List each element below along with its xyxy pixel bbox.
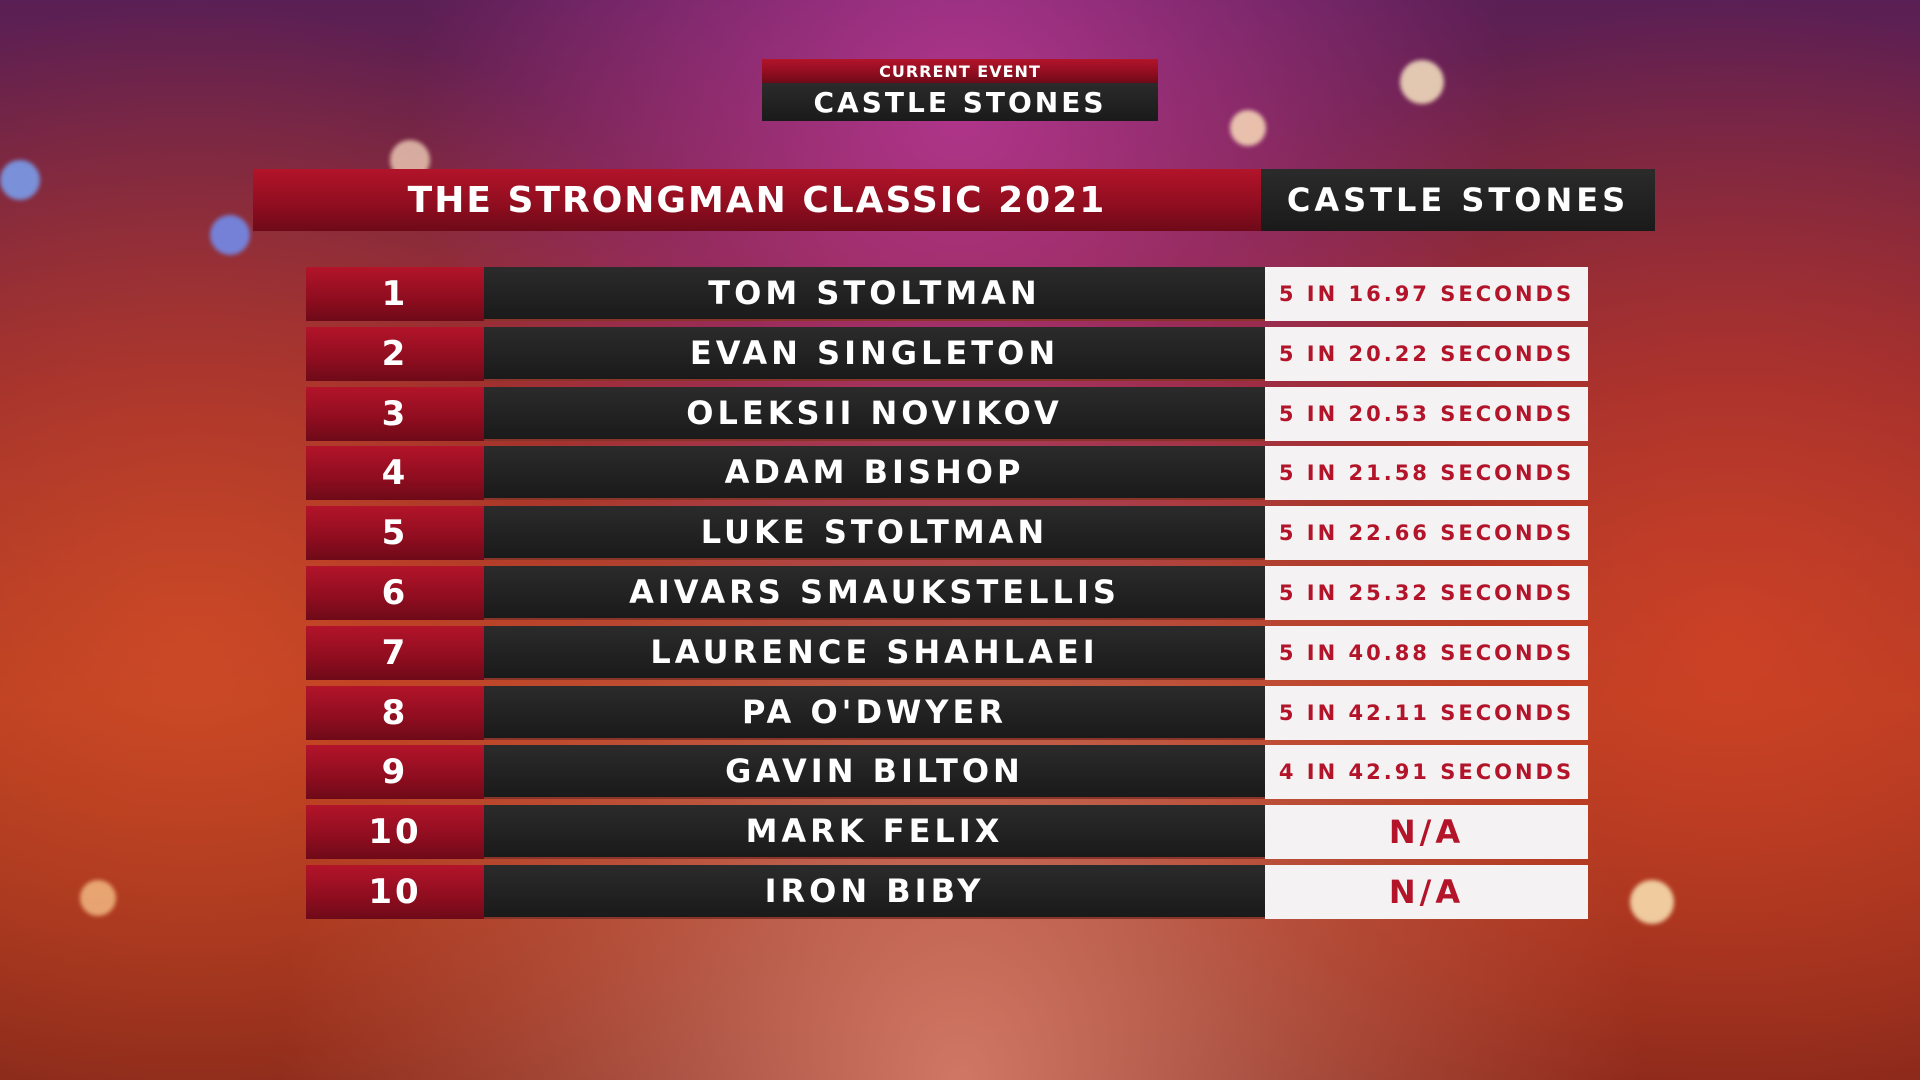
table-event: CASTLE STONES [1261,169,1655,231]
name-cell: ADAM BISHOP [484,446,1265,501]
name-cell: IRON BIBY [484,865,1265,919]
result-cell: 5 IN 16.97 SECONDS [1265,267,1588,321]
name-cell: LUKE STOLTMAN [484,506,1265,561]
result-cell: 5 IN 40.88 SECONDS [1265,625,1588,680]
rank-cell: 2 [306,326,484,381]
result-cell: 4 IN 42.91 SECONDS [1265,745,1588,800]
bokeh [0,160,40,200]
result-cell: 5 IN 20.53 SECONDS [1265,386,1588,441]
bokeh [1230,110,1266,146]
name-cell: TOM STOLTMAN [484,267,1265,321]
name-cell: EVAN SINGLETON [484,326,1265,381]
rank-cell: 3 [306,386,484,441]
result-cell: 5 IN 22.66 SECONDS [1265,506,1588,561]
current-event-label: CURRENT EVENT [762,59,1158,83]
rank-cell: 1 [306,267,484,321]
result-cell: 5 IN 20.22 SECONDS [1265,326,1588,381]
rank-cell: 8 [306,685,484,740]
bokeh [1630,880,1674,924]
bokeh [1400,60,1444,104]
rank-cell: 9 [306,745,484,800]
table-title: THE STRONGMAN CLASSIC 2021 [253,169,1261,231]
rank-cell: 4 [306,446,484,501]
name-cell: OLEKSII NOVIKOV [484,386,1265,441]
result-cell: 5 IN 25.32 SECONDS [1265,566,1588,620]
rank-cell: 10 [306,865,484,919]
name-cell: LAURENCE SHAHLAEI [484,625,1265,680]
bokeh [80,880,116,916]
result-cell: N/A [1265,805,1588,860]
rank-cell: 5 [306,506,484,561]
rank-cell: 6 [306,566,484,620]
current-event: CASTLE STONES [762,83,1158,121]
rank-cell: 10 [306,805,484,860]
name-cell: GAVIN BILTON [484,745,1265,800]
result-cell: 5 IN 21.58 SECONDS [1265,446,1588,501]
name-cell: MARK FELIX [484,805,1265,860]
rank-cell: 7 [306,625,484,680]
result-cell: N/A [1265,865,1588,919]
name-cell: AIVARS SMAUKSTELLIS [484,566,1265,620]
name-cell: PA O'DWYER [484,685,1265,740]
result-cell: 5 IN 42.11 SECONDS [1265,685,1588,740]
bokeh [210,215,250,255]
